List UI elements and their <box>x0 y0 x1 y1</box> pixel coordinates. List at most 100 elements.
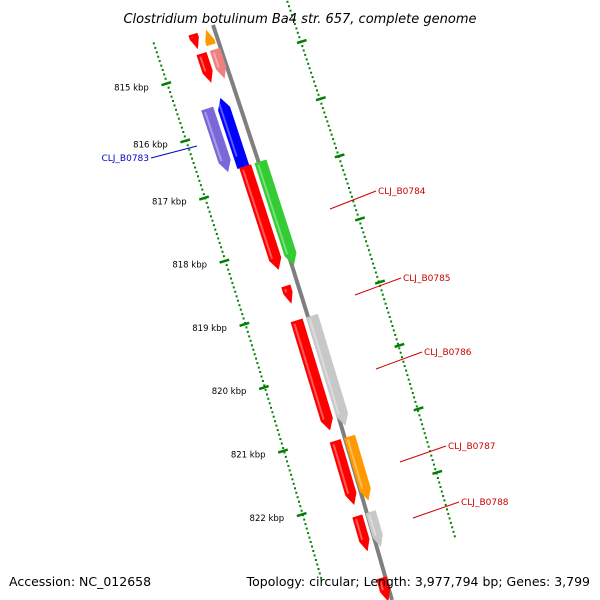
inner-tick-dot <box>316 89 318 92</box>
outer-tick-dot <box>307 532 310 535</box>
inner-tick-dot <box>292 18 295 21</box>
gene-label: CLJ_B0784 <box>378 187 426 197</box>
outer-tick-dot <box>267 397 270 400</box>
inner-tick-dot <box>432 463 435 466</box>
inner-tick-dot <box>414 400 417 403</box>
inner-tick-dot <box>288 5 290 8</box>
feature-layer <box>188 29 391 600</box>
inner-tick-dot <box>383 298 386 301</box>
gene-feature-arrow <box>209 47 227 79</box>
inner-tick-dot <box>307 62 310 65</box>
inner-tick-dot <box>342 169 345 172</box>
gene-leader-line <box>412 501 460 519</box>
tick-label: 816 kbp <box>133 140 168 150</box>
inner-tick-dot <box>321 107 324 110</box>
outer-tick-dot <box>230 277 232 280</box>
inner-tick-dot <box>339 160 342 163</box>
outer-tick-dot <box>228 273 231 275</box>
outer-tick-dot <box>300 509 303 512</box>
outer-tick-dot <box>246 330 249 333</box>
gene-feature-arrow <box>352 514 370 552</box>
outer-tick-dot <box>232 286 235 289</box>
outer-tick-dot <box>169 91 172 94</box>
inner-tick-dot <box>372 262 375 265</box>
gene-feature-highlight <box>332 443 350 495</box>
inner-tick-dot <box>366 244 369 247</box>
inner-tick-dot <box>452 530 455 533</box>
inner-tick-dot <box>422 427 425 430</box>
outer-tick-dot <box>235 295 238 298</box>
outer-tick-dot <box>320 576 323 579</box>
inner-tick-dot <box>394 333 397 336</box>
outer-tick-dot <box>303 518 306 521</box>
outer-tick-dot <box>191 157 194 160</box>
outer-tick-dot <box>194 166 197 169</box>
backbone-layer <box>211 24 394 600</box>
map-title: Clostridium botulinum Ba4 str. 657, comp… <box>123 12 476 27</box>
major-tick <box>432 469 443 476</box>
inner-tick-dot <box>310 71 313 74</box>
inner-tick-dot <box>365 240 368 243</box>
inner-tick-dot <box>384 302 387 305</box>
gene-feature-highlight <box>308 318 340 415</box>
outer-tick-dot <box>221 250 224 253</box>
outer-tick-dot <box>260 375 263 378</box>
gene-leader-line <box>399 445 447 463</box>
inner-tick-dot <box>289 9 292 12</box>
outer-tick-dot <box>208 210 211 213</box>
outer-tick-dot <box>296 496 299 499</box>
outer-tick-dot <box>164 77 167 80</box>
outer-tick-dot <box>253 353 256 356</box>
outer-tick-dot <box>256 362 259 365</box>
outer-tick-dot <box>158 60 161 63</box>
outer-tick-dot <box>172 100 174 102</box>
outer-tick-dot <box>214 228 217 231</box>
gene-label: CLJ_B0785 <box>403 274 451 284</box>
inner-tick-dot <box>353 204 356 207</box>
inner-tick-dot <box>352 200 355 203</box>
gene-feature-arrow <box>343 434 371 501</box>
gene-leader-line <box>354 277 402 296</box>
outer-tick-dot <box>279 438 282 441</box>
outer-tick-dot <box>294 487 296 490</box>
inner-tick-dot <box>355 209 358 212</box>
inner-tick-dot <box>423 432 426 435</box>
outer-tick-dot <box>177 117 180 120</box>
inner-tick-dot <box>438 481 441 484</box>
inner-tick-dot <box>348 187 350 189</box>
major-tick <box>394 342 405 349</box>
inner-tick-dot <box>411 392 414 394</box>
inner-tick-dot <box>320 102 323 105</box>
inner-tick-dot <box>407 378 410 381</box>
inner-tick-dot <box>346 182 349 185</box>
gene-feature-highlight <box>346 439 364 490</box>
outer-tick-dot <box>231 281 234 284</box>
outer-tick-dot <box>192 162 195 164</box>
outer-tick-dot <box>314 559 317 561</box>
outer-tick-dot <box>252 348 255 351</box>
gene-leader-line <box>150 145 198 159</box>
outer-tick-dot <box>242 317 245 320</box>
gene-feature-arrow <box>305 313 349 426</box>
inner-tick-dot <box>305 58 308 61</box>
inner-tick-dot <box>386 307 388 310</box>
genome-summary-text: Topology: circular; Length: 3,977,794 bp… <box>246 574 590 589</box>
gene-feature-arrow <box>205 29 216 47</box>
gene-leader-line <box>329 190 377 210</box>
inner-tick-dot <box>388 316 391 318</box>
gene-feature-highlight <box>368 514 377 537</box>
inner-tick-dot <box>398 347 401 350</box>
outer-tick-dot <box>299 505 302 508</box>
outer-tick-dot <box>295 491 298 494</box>
outer-tick-dot <box>312 550 315 552</box>
tick-label: 822 kbp <box>250 514 285 524</box>
outer-tick-dot <box>283 451 286 454</box>
outer-tick-dot <box>270 406 272 409</box>
outer-tick-dot <box>305 527 308 530</box>
inner-tick-dot <box>387 311 390 314</box>
inner-tick-dot <box>451 526 454 529</box>
outer-tick-dot <box>308 536 311 539</box>
outer-tick-dot <box>182 131 185 133</box>
gene-feature-arrow <box>188 32 199 50</box>
